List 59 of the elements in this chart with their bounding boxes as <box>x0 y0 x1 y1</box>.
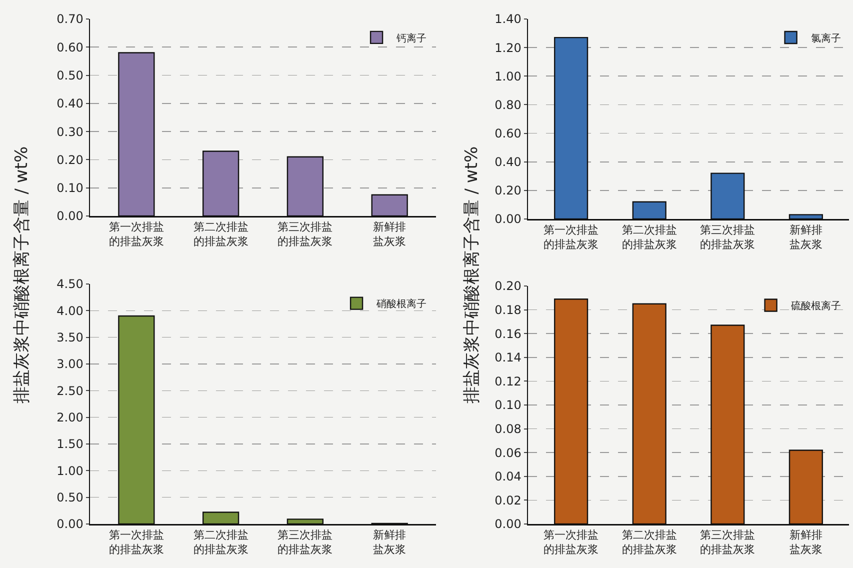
y-tick-label: 4.00 <box>56 304 84 318</box>
y-tick-label: 0.00 <box>56 209 84 224</box>
x-tick-label: 第三次排盐的排盐灰浆 <box>700 224 756 251</box>
x-tick-label: 第三次排盐的排盐灰浆 <box>700 528 756 556</box>
y-tick-label: 1.00 <box>56 464 84 478</box>
y-tick-label: 0.04 <box>494 470 522 484</box>
y-tick-label: 0.40 <box>56 96 84 111</box>
y-tick-label: 1.20 <box>494 40 522 55</box>
y-axis-title: 排盐灰浆中硝酸根离子含量 / wt% <box>461 145 483 406</box>
y-tick-label: 0.20 <box>494 184 522 198</box>
x-tick-label: 第三次排盐的排盐灰浆 <box>278 220 333 248</box>
y-tick-label: 3.00 <box>56 357 84 372</box>
legend-label: 硫酸根离子 <box>790 300 841 312</box>
y-tick-label: 0.20 <box>56 152 84 167</box>
y-tick-label: 1.50 <box>56 437 84 452</box>
y-tick-label: 0.12 <box>494 374 522 388</box>
y-axis-title: 排盐灰浆中硝酸根离子含量 / wt% <box>11 145 33 406</box>
x-tick-label: 第三次排盐的排盐灰浆 <box>278 528 333 556</box>
y-tick-label: 0.30 <box>56 124 84 139</box>
x-tick-label: 第二次排盐的排盐灰浆 <box>622 224 677 251</box>
y-tick-label: 1.40 <box>494 12 522 26</box>
y-tick-label: 0.06 <box>494 446 522 460</box>
y-tick-label: 1.00 <box>494 69 522 84</box>
y-tick-label: 0.08 <box>494 422 522 436</box>
x-tick-label: 第一次排盐的排盐灰浆 <box>544 224 599 251</box>
x-tick-label: 新鲜排盐灰浆 <box>789 224 822 251</box>
y-tick-label: 0.00 <box>494 212 522 226</box>
y-tick-label: 3.50 <box>56 330 84 345</box>
y-tick-label: 2.00 <box>56 410 84 425</box>
y-tick-label: 0.10 <box>56 181 84 196</box>
y-tick-label: 0.50 <box>56 68 84 82</box>
legend-label: 钙离子 <box>396 32 427 44</box>
x-tick-label: 新鲜排盐灰浆 <box>789 528 822 556</box>
y-tick-label: 0.60 <box>56 40 84 54</box>
y-tick-label: 0.16 <box>494 326 522 341</box>
y-tick-label: 0.80 <box>494 98 522 112</box>
legend-label: 氯离子 <box>810 32 841 44</box>
y-tick-label: 0.02 <box>494 493 522 508</box>
y-tick-label: 0.14 <box>494 350 522 365</box>
x-tick-label: 新鲜排盐灰浆 <box>373 220 406 248</box>
y-tick-label: 0.10 <box>494 398 522 412</box>
x-tick-label: 第二次排盐的排盐灰浆 <box>193 528 248 556</box>
y-tick-label: 2.50 <box>56 384 84 398</box>
y-tick-label: 0.18 <box>494 303 522 317</box>
x-tick-label: 第一次排盐的排盐灰浆 <box>544 528 599 556</box>
y-tick-label: 0.70 <box>56 12 84 26</box>
y-tick-label: 0.20 <box>494 279 522 294</box>
x-tick-label: 第二次排盐的排盐灰浆 <box>193 220 248 248</box>
y-tick-label: 0.40 <box>494 155 522 170</box>
x-tick-label: 第一次排盐的排盐灰浆 <box>108 528 164 556</box>
y-tick-label: 0.00 <box>494 517 522 532</box>
y-tick-label: 0.00 <box>56 517 84 532</box>
x-tick-label: 第一次排盐的排盐灰浆 <box>108 220 164 248</box>
y-tick-label: 0.50 <box>56 490 84 505</box>
x-tick-label: 新鲜排盐灰浆 <box>373 528 406 556</box>
y-tick-label: 4.50 <box>56 277 84 292</box>
legend-label: 硝酸根离子 <box>376 298 427 310</box>
x-tick-label: 第二次排盐的排盐灰浆 <box>622 528 677 556</box>
y-tick-label: 0.60 <box>494 126 522 140</box>
